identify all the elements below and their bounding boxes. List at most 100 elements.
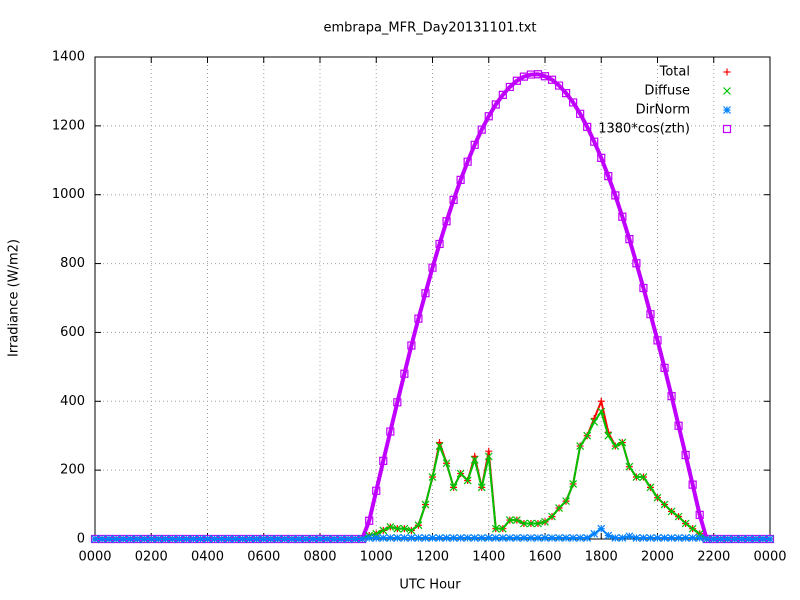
y-tick-label: 1000 (52, 187, 85, 202)
data-point (245, 535, 254, 543)
data-point (646, 483, 655, 492)
data-point (98, 535, 106, 543)
data-point (611, 442, 620, 450)
data-point (182, 535, 191, 543)
data-point (569, 534, 578, 542)
data-point (716, 535, 725, 543)
data-point (681, 534, 690, 542)
data-point (674, 421, 683, 430)
data-point (519, 519, 528, 528)
data-point (709, 535, 718, 543)
data-point (309, 535, 317, 543)
data-point (597, 407, 606, 416)
data-point (759, 535, 767, 543)
data-point (618, 212, 627, 221)
data-point (477, 125, 486, 134)
data-point (414, 521, 423, 530)
x-tick-label: 1000 (360, 550, 393, 565)
data-point (562, 534, 571, 542)
data-point (618, 534, 627, 542)
data-point (555, 534, 563, 542)
x-tick-label: 0000 (78, 550, 111, 565)
data-point (259, 535, 268, 543)
data-point (358, 535, 367, 543)
data-point (590, 529, 599, 538)
data-point (512, 534, 521, 542)
legend-label: Diffuse (644, 84, 690, 99)
data-point (618, 438, 627, 447)
legend-label: DirNorm (636, 103, 690, 118)
data-point (576, 534, 585, 542)
chart-title: embrapa_MFR_Day20131101.txt (323, 21, 536, 36)
data-point (604, 172, 613, 181)
data-point (611, 191, 620, 200)
data-point (421, 289, 430, 298)
data-point (752, 535, 760, 543)
data-point (660, 363, 669, 372)
data-point (491, 100, 500, 109)
data-point (681, 519, 690, 528)
legend-marker (723, 68, 731, 76)
data-point (646, 310, 655, 319)
data-point (583, 534, 592, 542)
data-point (562, 497, 571, 506)
data-point (280, 535, 289, 543)
data-point (590, 418, 599, 426)
x-tick-label: 0200 (135, 550, 168, 565)
data-point (344, 535, 353, 543)
x-tick-label: 0000 (753, 550, 786, 565)
data-point (484, 112, 493, 121)
data-point (365, 534, 374, 542)
data-point (548, 512, 556, 521)
data-point (407, 526, 416, 535)
data-point (154, 535, 163, 543)
data-point (456, 534, 465, 542)
data-point (505, 82, 514, 92)
data-point (400, 534, 409, 542)
data-point (463, 534, 472, 542)
data-point (470, 455, 479, 464)
data-point (681, 450, 690, 460)
x-tick-label: 1400 (472, 550, 505, 565)
y-axis-label: Irradiance (W/m2) (7, 239, 22, 357)
data-point (688, 524, 697, 533)
data-point (379, 526, 388, 535)
data-point (505, 534, 514, 542)
data-point (442, 459, 451, 468)
data-point (470, 140, 479, 149)
data-point (449, 195, 458, 204)
data-point (400, 369, 409, 378)
data-point (435, 442, 444, 450)
data-point (639, 283, 648, 293)
data-point (231, 535, 240, 543)
data-point (653, 336, 662, 345)
y-tick-label: 0 (77, 532, 85, 547)
data-point (625, 235, 634, 244)
data-point (442, 534, 451, 542)
data-point (660, 534, 669, 542)
data-point (534, 534, 542, 542)
data-point (597, 397, 605, 405)
data-point (449, 483, 458, 492)
data-point (428, 473, 437, 481)
data-point (766, 535, 774, 543)
data-point (527, 519, 535, 528)
data-point (217, 535, 226, 543)
data-point (583, 431, 592, 440)
data-point (723, 535, 732, 543)
data-point (561, 89, 571, 98)
y-tick-label: 600 (60, 325, 85, 340)
data-point (512, 76, 521, 85)
data-point (414, 314, 423, 323)
data-point (555, 504, 563, 512)
data-point (477, 534, 486, 542)
data-point (386, 534, 395, 542)
data-point (505, 516, 514, 524)
data-point (695, 510, 704, 519)
data-point (133, 535, 142, 543)
data-point (330, 535, 338, 543)
data-point (477, 483, 486, 492)
data-point (653, 534, 662, 542)
data-point (604, 431, 613, 440)
